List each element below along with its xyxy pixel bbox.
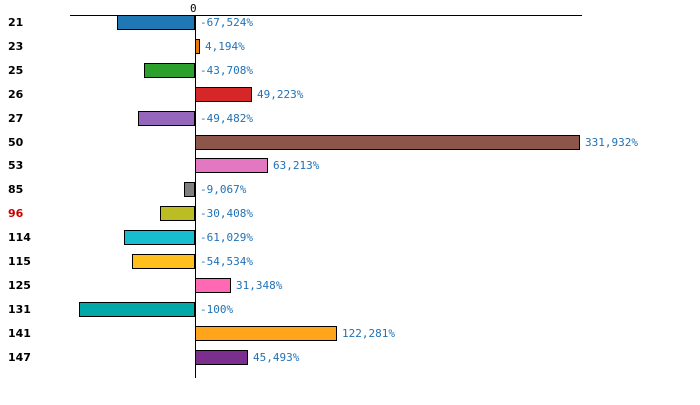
category-label: 125 bbox=[8, 279, 31, 292]
zero-baseline bbox=[195, 15, 196, 378]
value-label: 63,213% bbox=[273, 159, 320, 172]
bar bbox=[138, 111, 195, 126]
value-label: 122,281% bbox=[342, 327, 395, 340]
category-label: 25 bbox=[8, 64, 24, 77]
bar bbox=[195, 87, 252, 102]
category-label: 141 bbox=[8, 327, 31, 340]
bar bbox=[195, 39, 200, 54]
category-label: 53 bbox=[8, 159, 24, 172]
bar bbox=[117, 15, 195, 30]
value-label: -43,708% bbox=[200, 64, 253, 77]
bar bbox=[195, 158, 268, 173]
value-label: -61,029% bbox=[200, 231, 253, 244]
value-label: -54,534% bbox=[200, 255, 253, 268]
category-label: 114 bbox=[8, 231, 31, 244]
category-label: 115 bbox=[8, 255, 31, 268]
value-label: 331,932% bbox=[585, 136, 638, 149]
bar bbox=[144, 63, 195, 78]
value-label: -67,524% bbox=[200, 16, 253, 29]
category-label: 50 bbox=[8, 136, 24, 149]
value-label: -100% bbox=[200, 303, 234, 316]
value-label: -49,482% bbox=[200, 112, 253, 125]
x-axis-line bbox=[70, 15, 582, 16]
bar bbox=[160, 206, 195, 221]
value-label: 4,194% bbox=[205, 40, 245, 53]
bar bbox=[132, 254, 195, 269]
zero-tick-label: 0 bbox=[190, 2, 197, 15]
bar bbox=[184, 182, 195, 197]
bar bbox=[195, 278, 231, 293]
category-label: 26 bbox=[8, 88, 24, 101]
value-label: 49,223% bbox=[257, 88, 304, 101]
category-label: 147 bbox=[8, 351, 31, 364]
category-label: 23 bbox=[8, 40, 24, 53]
category-label: 131 bbox=[8, 303, 31, 316]
bar bbox=[195, 135, 580, 150]
bar bbox=[79, 302, 195, 317]
category-label: 96 bbox=[8, 207, 24, 220]
value-label: 31,348% bbox=[236, 279, 283, 292]
value-label: 45,493% bbox=[253, 351, 300, 364]
bar bbox=[124, 230, 195, 245]
value-label: -30,408% bbox=[200, 207, 253, 220]
bar bbox=[195, 326, 337, 341]
category-label: 27 bbox=[8, 112, 24, 125]
category-label: 85 bbox=[8, 183, 24, 196]
value-label: -9,067% bbox=[200, 183, 247, 196]
bar bbox=[195, 350, 248, 365]
category-label: 21 bbox=[8, 16, 24, 29]
